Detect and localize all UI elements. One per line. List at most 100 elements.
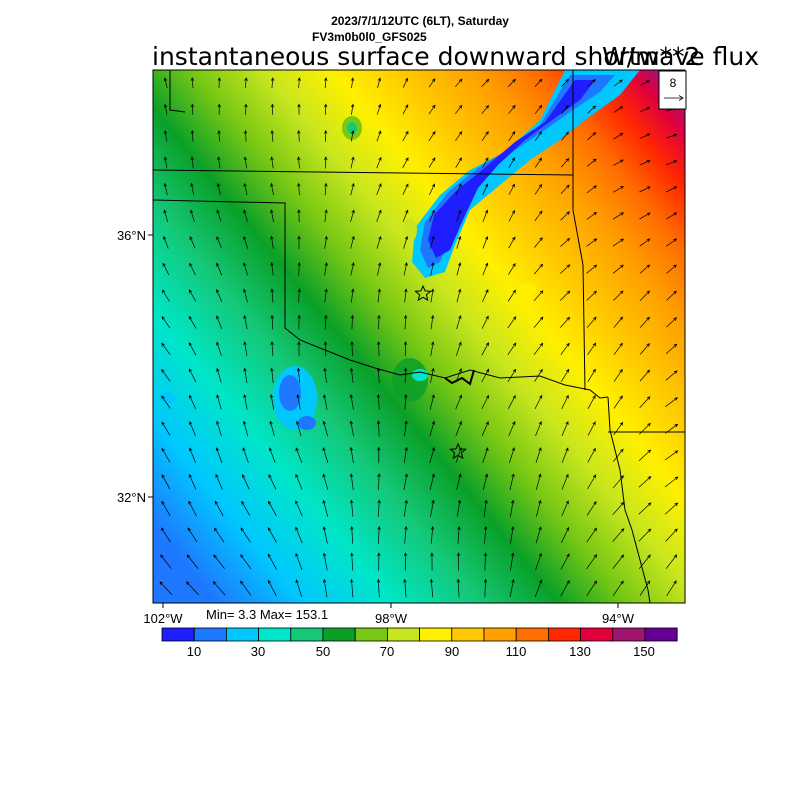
wind-arrow-icon — [586, 527, 597, 543]
wind-arrow-icon — [295, 526, 303, 544]
wind-arrow-icon — [185, 581, 199, 596]
wind-arrow-icon — [612, 528, 625, 542]
colorbar-box — [419, 627, 453, 642]
wind-arrow-icon — [377, 288, 381, 303]
wind-arrow-icon — [322, 499, 329, 517]
wind-arrow-icon — [428, 130, 436, 141]
colorbar-box — [548, 627, 582, 642]
wind-arrow-icon — [482, 473, 489, 490]
map-frame — [152, 69, 686, 604]
wind-arrow-icon — [212, 581, 226, 596]
wind-arrow-icon — [376, 130, 382, 142]
wind-arrow-icon — [295, 500, 303, 517]
wind-arrow-icon — [213, 527, 225, 543]
wind-arrow-icon — [402, 157, 409, 168]
wind-arrow-icon — [402, 104, 409, 115]
lon-label-102w: 102°W — [143, 611, 183, 626]
wind-arrow-icon — [190, 182, 195, 196]
wind-arrow-icon — [612, 475, 624, 489]
axis-ticks — [148, 234, 619, 608]
wind-arrow-icon — [507, 78, 516, 87]
wind-arrow-icon — [161, 474, 171, 490]
wind-arrow-icon — [483, 499, 488, 517]
wind-arrow-icon — [350, 288, 355, 303]
wind-arrow-icon — [586, 554, 598, 570]
wind-arrow-icon — [350, 235, 355, 249]
wind-arrow-icon — [533, 263, 544, 275]
wind-arrow-icon — [377, 314, 381, 330]
wind-arrow-icon — [560, 237, 571, 248]
wind-arrow-icon — [377, 77, 382, 88]
wind-arrow-icon — [243, 341, 248, 357]
wind-arrow-icon — [613, 79, 623, 87]
wind-arrow-icon — [428, 104, 436, 115]
colorbar-label-10: 10 — [187, 644, 201, 659]
wind-arrow-icon — [323, 103, 328, 115]
wind-arrow-icon — [430, 262, 435, 276]
wind-arrow-icon — [189, 262, 196, 276]
colorbar-box — [161, 627, 195, 642]
wind-arrow-icon — [377, 525, 381, 544]
wind-arrow-icon — [560, 526, 570, 543]
wind-arrow-icon — [455, 104, 463, 114]
wind-arrow-icon — [296, 367, 301, 383]
min-max-stats: Min= 3.3 Max= 153.1 — [206, 607, 328, 622]
wind-arrow-icon — [350, 103, 355, 115]
wind-arrow-icon — [587, 342, 597, 356]
wind-arrow-icon — [243, 314, 248, 330]
colorbar-box — [386, 627, 420, 642]
wind-arrow-icon — [270, 209, 274, 223]
wind-arrow-icon — [216, 394, 222, 410]
wind-arrow-icon — [242, 420, 249, 437]
wind-arrow-icon — [534, 237, 543, 248]
wind-arrow-icon — [240, 527, 251, 543]
colorbar-label-110: 110 — [506, 644, 527, 659]
wind-arrow-icon — [403, 235, 409, 249]
wind-arrow-icon — [240, 580, 252, 596]
wind-arrow-icon — [404, 288, 408, 303]
wind-arrow-icon — [534, 104, 543, 115]
wind-arrow-icon — [560, 553, 570, 570]
wind-arrow-icon — [403, 367, 408, 383]
wind-arrow-icon — [666, 580, 677, 597]
wind-arrow-icon — [638, 502, 652, 515]
wind-arrow-icon — [587, 394, 596, 409]
model-label: FV3m0b0l0_GFS025 — [312, 30, 427, 44]
wind-arrow-icon — [639, 316, 650, 328]
wind-arrow-icon — [350, 156, 355, 169]
wind-arrow-icon — [613, 290, 624, 301]
wind-arrow-icon — [377, 262, 382, 276]
wind-arrow-icon — [534, 78, 543, 87]
wind-arrow-icon — [188, 500, 197, 517]
reference-vector-value: 8 — [670, 76, 677, 90]
wind-arrow-icon — [613, 159, 624, 166]
wind-arrow-icon — [349, 420, 354, 437]
wind-arrow-icon — [455, 341, 462, 356]
wind-arrow-icon — [535, 447, 542, 464]
wind-arrow-icon — [269, 420, 275, 437]
wind-arrow-icon — [535, 420, 542, 437]
wind-arrow-icon — [534, 131, 543, 141]
colorbar-box — [322, 627, 356, 642]
colorbar-box — [483, 627, 517, 642]
wind-arrow-icon — [429, 394, 435, 410]
wind-arrow-icon — [639, 212, 651, 220]
wind-arrow-icon — [404, 420, 408, 437]
wind-arrow-icon — [587, 368, 596, 382]
wind-arrow-icon — [404, 525, 408, 544]
wind-arrow-icon — [216, 288, 223, 303]
colorbar-box — [580, 627, 614, 642]
wind-arrow-icon — [243, 209, 248, 222]
wind-arrow-icon — [297, 129, 301, 142]
wind-arrow-icon — [666, 264, 677, 274]
wind-arrow-icon — [666, 212, 678, 220]
wind-arrow-icon — [159, 581, 173, 596]
wind-arrow-icon — [665, 343, 678, 355]
wind-arrow-icon — [481, 342, 489, 356]
shortwave-flux-field — [153, 70, 685, 603]
wind-arrow-icon — [481, 421, 489, 436]
wind-arrow-icon — [297, 235, 301, 249]
wind-arrow-icon — [349, 473, 354, 491]
wind-arrow-icon — [216, 341, 222, 356]
wind-arrow-icon — [268, 447, 276, 463]
